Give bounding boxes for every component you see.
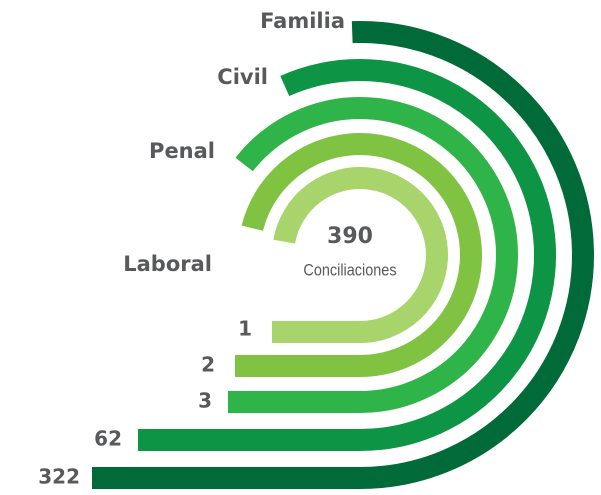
total-value: 390 (327, 224, 373, 249)
ring-bar (235, 133, 482, 377)
category-label: Laboral (123, 252, 212, 276)
ring-bar (138, 59, 556, 451)
value-label: 1 (238, 317, 252, 341)
category-label: Penal (149, 139, 215, 163)
value-label: 3 (198, 389, 212, 413)
total-label: Conciliaciones (303, 261, 396, 279)
category-label: Civil (217, 65, 268, 89)
value-label: 322 (38, 465, 80, 489)
ring-bar (228, 97, 518, 413)
ring-bar (92, 21, 594, 489)
value-label: 62 (94, 427, 122, 451)
category-label: Familia (260, 9, 345, 33)
ring-bar (272, 167, 448, 343)
value-label: 2 (201, 353, 215, 377)
